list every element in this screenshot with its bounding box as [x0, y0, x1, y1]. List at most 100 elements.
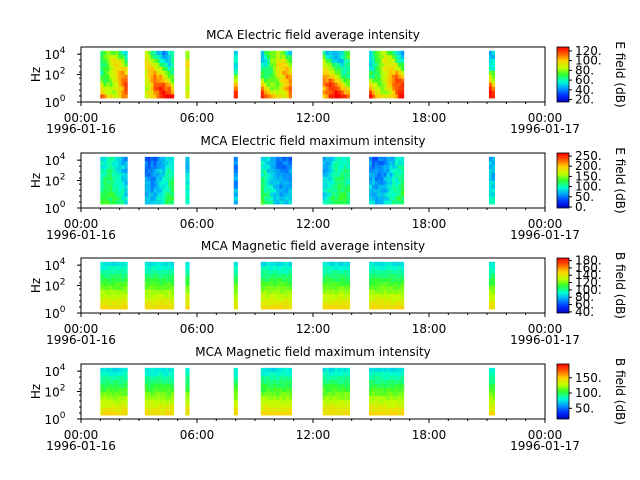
spectrogram-cell — [106, 285, 110, 290]
spectrogram-cell — [400, 176, 405, 181]
spectrogram-cell — [263, 293, 268, 298]
spectrogram-cell — [491, 70, 496, 75]
spectrogram-cell — [285, 188, 289, 193]
spectrogram-cell — [106, 176, 110, 181]
spectrogram-cell — [115, 273, 119, 278]
spectrogram-cell — [380, 293, 384, 298]
spectrogram-cell — [340, 66, 345, 71]
spectrogram-cell — [279, 305, 283, 310]
spectrogram-cell — [279, 391, 283, 396]
spectrogram-cell — [331, 54, 335, 60]
spectrogram-cell — [288, 383, 293, 388]
spectrogram-cell — [162, 395, 166, 400]
spectrogram-cell — [185, 86, 190, 91]
spectrogram-cell — [371, 395, 376, 400]
spectrogram-cell — [340, 387, 345, 392]
spectrogram-cell — [392, 78, 396, 83]
spectrogram-cell — [266, 180, 271, 185]
spectrogram-cell — [233, 293, 238, 298]
spectrogram-cell — [322, 277, 326, 282]
spectrogram-cell — [371, 269, 376, 274]
spectrogram-cell — [266, 200, 271, 205]
spectrogram-cell — [124, 399, 128, 404]
spectrogram-cell — [331, 265, 335, 271]
spectrogram-cell — [153, 188, 157, 193]
spectrogram-cell — [380, 200, 384, 205]
spectrogram-cell — [392, 200, 396, 205]
spectrogram-cell — [260, 54, 265, 60]
spectrogram-cell — [233, 168, 238, 173]
spectrogram-cell — [109, 90, 113, 95]
spectrogram-cell — [115, 74, 119, 79]
spectrogram-cell — [124, 305, 128, 310]
spectrogram-cell — [398, 164, 402, 169]
spectrogram-cell — [109, 395, 113, 400]
spectrogram-cell — [115, 391, 119, 396]
spectrogram-cell — [369, 78, 373, 83]
spectrogram-cell — [273, 289, 277, 294]
spectrogram-cell — [156, 78, 160, 83]
spectrogram-cell — [282, 289, 286, 294]
spectrogram-cell — [273, 293, 277, 298]
spectrogram-cell — [150, 383, 154, 388]
spectrogram-cell — [325, 379, 329, 384]
spectrogram-cell — [328, 285, 332, 290]
spectrogram-cell — [371, 403, 376, 408]
spectrogram-cell — [263, 86, 268, 91]
x-tick-label: 00:00 — [64, 428, 99, 442]
spectrogram-cell — [150, 301, 154, 306]
spectrogram-cell — [386, 82, 390, 87]
spectrogram-cell — [346, 176, 351, 181]
y-tick-label: 100 — [44, 200, 65, 216]
spectrogram-cell — [377, 172, 381, 177]
spectrogram-cell — [115, 289, 119, 294]
spectrogram-cell — [276, 156, 280, 162]
spectrogram-cell — [263, 168, 268, 173]
spectrogram-cell — [144, 305, 148, 310]
spectrogram-cell — [334, 156, 339, 162]
spectrogram-cell — [383, 367, 387, 373]
spectrogram-cell — [398, 74, 402, 79]
spectrogram-cell — [380, 277, 384, 282]
spectrogram-cell — [322, 188, 326, 193]
spectrogram-cell — [334, 200, 339, 205]
spectrogram-cell — [346, 90, 351, 95]
spectrogram-cell — [337, 371, 342, 377]
spectrogram-cell — [233, 54, 238, 60]
spectrogram-cell — [266, 90, 271, 95]
spectrogram-cell — [124, 94, 128, 99]
spectrogram-cell — [159, 156, 163, 162]
spectrogram-cell — [147, 379, 151, 384]
spectrogram-cell — [340, 86, 345, 91]
spectrogram-cell — [374, 188, 379, 193]
spectrogram-cell — [400, 180, 405, 185]
spectrogram-cell — [233, 305, 238, 310]
spectrogram-cell — [185, 367, 190, 373]
spectrogram-cell — [346, 407, 351, 412]
spectrogram-cell — [328, 293, 332, 298]
spectrogram-cell — [325, 289, 329, 294]
spectrogram-cell — [331, 168, 335, 173]
spectrogram-cell — [124, 387, 128, 392]
spectrogram-cell — [285, 367, 289, 373]
spectrogram-cell — [103, 66, 107, 71]
spectrogram-cell — [233, 411, 238, 416]
spectrogram-cell — [328, 164, 332, 169]
spectrogram-cell — [165, 375, 169, 380]
spectrogram-cell — [115, 54, 119, 60]
spectrogram-cell — [124, 395, 128, 400]
spectrogram-cell — [273, 156, 277, 162]
spectrogram-cell — [233, 74, 238, 79]
spectrogram-cell — [322, 168, 326, 173]
spectrogram-cell — [392, 261, 396, 267]
spectrogram-cell — [383, 371, 387, 377]
spectrogram-cell — [337, 407, 342, 412]
spectrogram-cell — [162, 281, 166, 286]
spectrogram-cell — [380, 297, 384, 302]
spectrogram-cell — [337, 188, 342, 193]
spectrogram-cell — [106, 277, 110, 282]
spectrogram-cell — [383, 184, 387, 189]
spectrogram-cell — [153, 273, 157, 278]
spectrogram-cell — [282, 184, 286, 189]
spectrogram-cell — [159, 86, 163, 91]
